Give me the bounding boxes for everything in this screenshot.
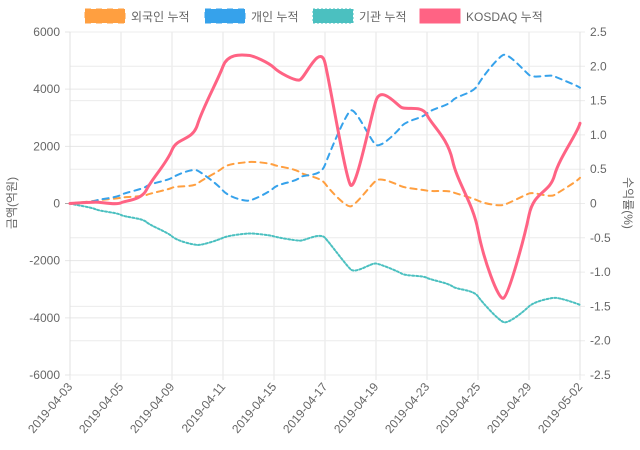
legend-label: 외국인 누적	[131, 10, 190, 24]
y2-tick-label: -1.0	[590, 265, 611, 279]
series-line-3	[68, 53, 582, 300]
legend-swatch	[84, 8, 126, 24]
series-line-1	[69, 53, 581, 205]
y2-tick-label: -2.0	[590, 334, 611, 348]
y2-tick-label: 0.5	[590, 162, 607, 176]
legend-label: 개인 누적	[251, 10, 299, 24]
y-tick-label: -6000	[29, 368, 60, 382]
y-tick-label: 2000	[33, 139, 60, 153]
y-tick-label: 6000	[33, 25, 60, 39]
x-tick-label: 2019-04-11	[179, 380, 229, 436]
y2-tick-label: 2.5	[590, 25, 607, 39]
y2-tick-label: -0.5	[590, 231, 611, 245]
y-tick-label: -4000	[29, 311, 60, 325]
legend-swatch	[419, 8, 461, 24]
y-axis-title-left: 금액(억원)	[5, 177, 19, 229]
x-tick-label: 2019-04-15	[229, 380, 279, 436]
y2-tick-label: -2.5	[590, 368, 611, 382]
series-lines	[68, 53, 582, 324]
grid	[65, 31, 585, 380]
y-tick-label: 4000	[33, 82, 60, 96]
y-tick-label: 0	[53, 197, 60, 211]
y2-tick-label: 1.5	[590, 94, 607, 108]
legend-label: 기관 누적	[359, 10, 407, 24]
x-tick-label: 2019-04-03	[25, 380, 75, 436]
axes: 2019-04-03 2019-04-05 2019-04-09 2019-04-11…	[25, 25, 611, 436]
x-tick-label: 2019-04-23	[382, 380, 432, 436]
x-tick-label: 2019-05-02	[535, 380, 585, 436]
x-tick-label: 2019-04-09	[127, 380, 177, 436]
series-line-2	[69, 202, 581, 324]
series-line-0	[69, 160, 581, 208]
legend-label: KOSDAQ 누적	[466, 10, 543, 24]
y2-tick-label: 0	[590, 197, 597, 211]
y-tick-label: -2000	[29, 254, 60, 268]
x-tick-label: 2019-04-19	[331, 380, 381, 436]
x-tick-label: 2019-04-05	[76, 380, 126, 436]
y2-tick-label: 2.0	[590, 59, 607, 73]
legend-swatch	[204, 8, 246, 24]
legend: 외국인 누적 개인 누적 기관 누적 KOSDAQ 누적	[84, 8, 543, 24]
legend-swatch	[312, 8, 354, 24]
x-tick-label: 2019-04-29	[484, 380, 534, 436]
y-axis-title-right: 수익률(%)	[621, 177, 635, 229]
y2-tick-label: -1.5	[590, 299, 611, 313]
x-tick-label: 2019-04-17	[280, 380, 330, 436]
x-tick-label: 2019-04-25	[433, 380, 483, 436]
y2-tick-label: 1.0	[590, 128, 607, 142]
